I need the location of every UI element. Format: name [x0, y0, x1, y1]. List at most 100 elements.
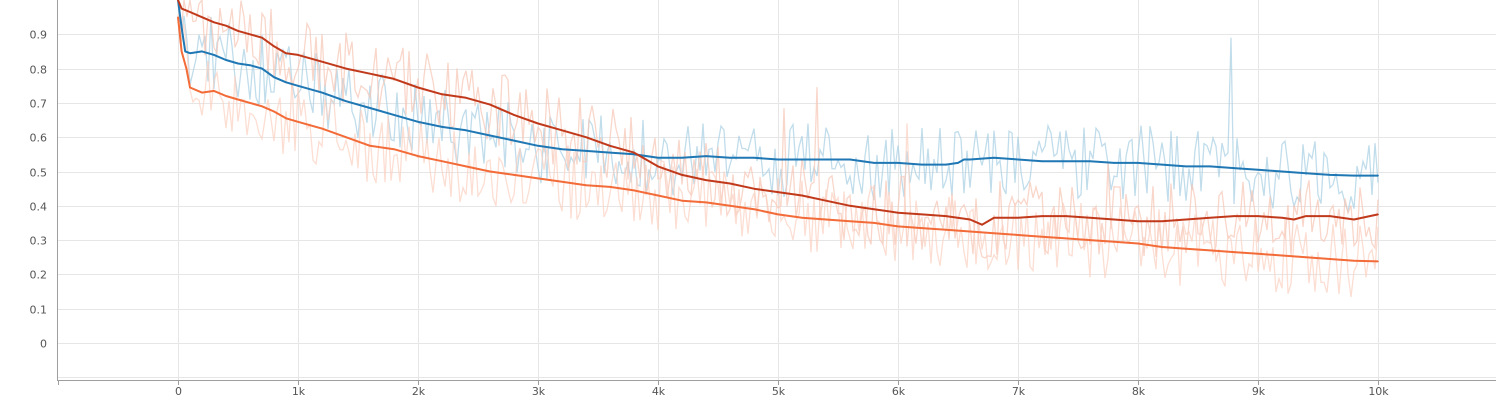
data-point	[201, 91, 203, 94]
data-point	[393, 148, 395, 150]
data-point	[777, 191, 779, 193]
x-tick-label: 0	[175, 385, 182, 398]
axes: 0 0.1 0.2 0.3 0.4 0.5 0.6 0.7 0.8 0.9 0 1k 2k 3k 4k 5k 6…	[30, 0, 1496, 398]
data-point	[465, 129, 467, 132]
data-point	[1065, 160, 1067, 162]
data-point	[681, 174, 683, 176]
x-tick-label: 1k	[292, 385, 306, 398]
data-point	[417, 121, 419, 123]
data-point	[465, 165, 467, 168]
data-point	[1209, 165, 1211, 168]
data-point	[513, 114, 515, 116]
data-point	[729, 157, 731, 159]
data-point	[777, 213, 779, 216]
data-point	[957, 162, 959, 164]
data-point	[1233, 215, 1235, 217]
data-point	[993, 217, 995, 219]
data-point	[705, 201, 707, 204]
data-point	[1233, 167, 1235, 169]
raw-series-line	[177, 0, 1379, 259]
data-point	[345, 100, 347, 102]
data-point	[180, 50, 183, 53]
data-point	[849, 158, 851, 161]
data-point	[249, 102, 251, 104]
data-point	[753, 187, 755, 190]
data-point	[321, 127, 323, 130]
y-tick-label: 0.1	[30, 304, 48, 317]
data-point	[897, 162, 899, 164]
data-point	[513, 174, 515, 176]
data-point	[1089, 239, 1091, 241]
data-point	[261, 36, 263, 39]
raw-noisy-lines	[177, 0, 1379, 297]
data-point	[633, 189, 635, 192]
data-point	[1137, 162, 1139, 164]
data-point	[705, 155, 707, 157]
x-tick-label: 8k	[1132, 385, 1146, 398]
data-point	[273, 45, 275, 48]
x-tick-label: 7k	[1012, 385, 1026, 398]
data-point	[1209, 249, 1211, 252]
data-point	[1305, 215, 1307, 217]
data-point	[513, 139, 515, 142]
data-point	[729, 182, 731, 185]
data-point	[1089, 160, 1091, 162]
data-point	[225, 59, 227, 61]
data-point	[225, 24, 227, 27]
data-point	[945, 215, 947, 217]
data-point	[177, 0, 179, 1]
data-point	[609, 186, 611, 188]
data-point	[897, 211, 899, 214]
data-point	[873, 208, 875, 210]
y-tick-label: 0.5	[30, 167, 48, 180]
data-point	[345, 136, 347, 138]
data-point	[1137, 220, 1139, 222]
series-line	[177, 17, 1379, 263]
data-point	[1257, 215, 1259, 217]
y-tick-label: 0.8	[30, 64, 48, 77]
data-point	[1041, 215, 1043, 217]
data-point	[213, 21, 215, 24]
data-point	[297, 54, 299, 56]
data-point	[537, 122, 539, 125]
data-point	[561, 181, 563, 183]
x-tick-label: 5k	[772, 385, 786, 398]
data-point	[1017, 234, 1019, 236]
data-point	[1185, 218, 1187, 221]
data-point	[1065, 237, 1067, 240]
data-point	[1377, 260, 1379, 263]
data-point	[963, 158, 965, 161]
data-point	[285, 117, 287, 120]
data-point	[249, 64, 251, 66]
data-point	[1161, 246, 1163, 248]
data-point	[993, 157, 995, 159]
data-point	[585, 184, 587, 186]
data-point	[1257, 169, 1259, 171]
data-point	[417, 155, 419, 157]
data-point	[184, 50, 186, 53]
data-point	[873, 162, 875, 164]
data-point	[1377, 213, 1379, 216]
data-point	[825, 158, 827, 161]
x-tick-label: 2k	[412, 385, 426, 398]
data-point	[393, 78, 395, 80]
data-point	[237, 98, 239, 101]
data-point	[1209, 217, 1211, 219]
x-tick-label: 10k	[1368, 385, 1389, 398]
data-point	[225, 95, 227, 97]
data-point	[945, 229, 947, 231]
y-tick-label: 0.2	[30, 269, 48, 282]
data-point	[1161, 220, 1163, 222]
data-point	[609, 151, 611, 154]
data-point	[185, 67, 188, 70]
data-point	[1113, 218, 1115, 221]
data-point	[657, 165, 659, 168]
x-tick-label: 9k	[1252, 385, 1266, 398]
data-point	[657, 194, 659, 197]
data-point	[321, 60, 323, 63]
data-point	[1185, 247, 1187, 250]
data-point	[1353, 218, 1355, 221]
x-tick-label: 4k	[652, 385, 666, 398]
data-point	[489, 103, 491, 106]
data-point	[585, 136, 587, 138]
